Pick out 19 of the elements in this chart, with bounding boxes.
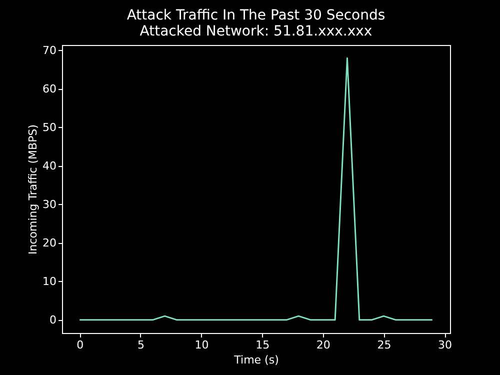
x-tick-label: 20	[316, 338, 330, 352]
y-axis-title: Incoming Traffic (MBPS)	[26, 124, 40, 254]
x-tick-label: 25	[377, 338, 392, 352]
y-tick-label: 20	[42, 236, 56, 250]
y-tick-label: 70	[42, 44, 56, 57]
x-tick-label: 0	[76, 338, 84, 352]
y-tick-label: 30	[42, 198, 56, 211]
y-tick-label: 40	[42, 159, 56, 172]
y-tick-label: 0	[50, 313, 56, 326]
chart-title: Attack Traffic In The Past 30 Seconds	[126, 7, 386, 24]
x-tick-label: 15	[256, 338, 270, 352]
y-tick-label: 50	[42, 120, 56, 134]
x-axis-title: Time (s)	[233, 354, 279, 366]
x-tick-label: 5	[137, 338, 144, 352]
x-tick-label: 10	[194, 338, 209, 352]
y-tick-label: 10	[42, 274, 56, 288]
chart-subtitle: Attacked Network: 51.81.xxx.xxx	[140, 23, 372, 40]
y-tick-label: 60	[42, 82, 56, 96]
x-tick-label: 30	[438, 338, 452, 352]
